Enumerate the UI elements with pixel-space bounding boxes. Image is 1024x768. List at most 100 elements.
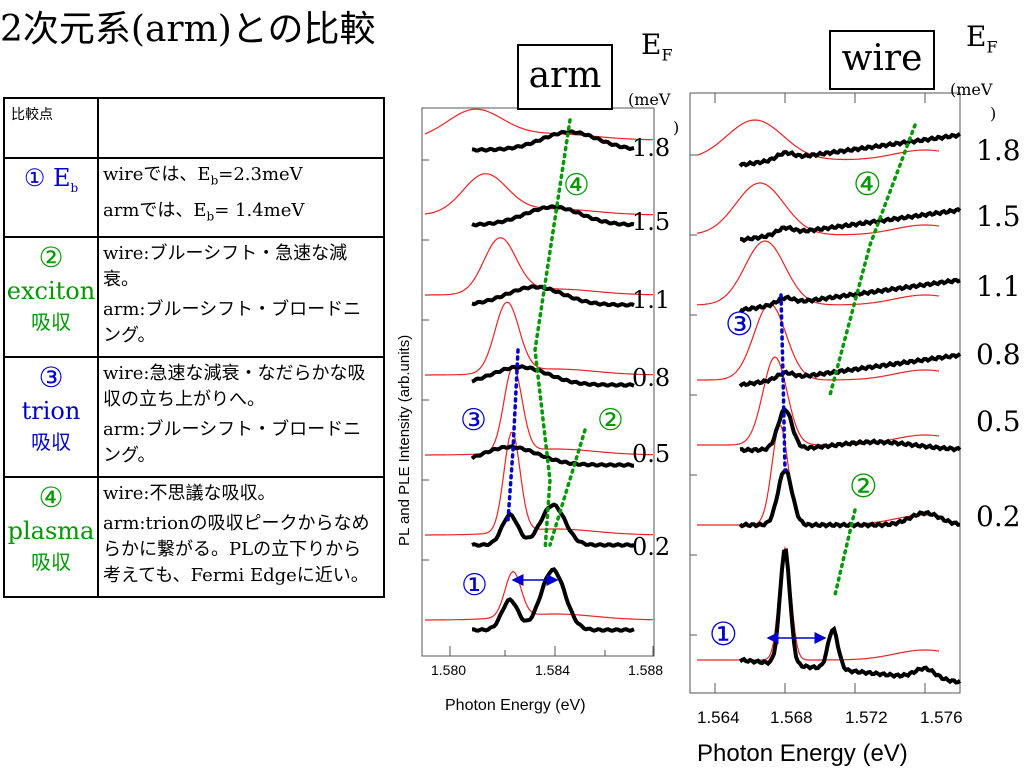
desc-line: armでは、Eb= 1.4meV	[103, 198, 379, 230]
table-row: ② exciton 吸収 wire:ブルーシフト・急速な減衰。 arm:ブルーシ…	[3, 236, 385, 359]
arm-ple-curves	[470, 129, 635, 633]
arm-spectra-figure: 1.580 1.584 1.588 Photon Energy (eV) PL …	[396, 107, 663, 714]
wire-xtick-4: 1.576	[920, 708, 963, 727]
wire-spectra-figure: 1.564 1.568 1.572 1.576 Photon Energy (e…	[689, 92, 963, 767]
row-desc-plasma: wire:不思議な吸収。 arm:trionの吸収ピークからなめらかに繋がる。P…	[97, 476, 385, 599]
desc-line: wire:不思議な吸収。	[103, 483, 276, 505]
row-number: ③	[38, 361, 64, 395]
arm-xtick-3: 1.588	[628, 662, 663, 678]
arm-xlabel: Photon Energy (eV)	[445, 697, 586, 714]
arm-marker-4: ④	[563, 169, 590, 202]
arm-ef-value: 0.8	[632, 364, 671, 392]
arm-ef-value: 1.8	[632, 134, 671, 162]
table-row: ③ trion 吸収 wire:急速な減衰・なだらかな吸収の立ち上がりへ。 ar…	[3, 356, 385, 479]
wire-marker-2: ②	[849, 468, 878, 504]
row-name: exciton	[6, 277, 96, 306]
wire-pl-curve	[696, 240, 940, 306]
row-number: ④	[38, 481, 64, 515]
desc-line: arm:ブルーシフト・ブロードニング。	[103, 419, 362, 467]
arm-pl-curve	[425, 431, 653, 536]
row-absorption: 吸収	[31, 430, 71, 455]
arm-ef-heading: EF	[641, 28, 673, 65]
arm-pl-curve	[425, 570, 653, 621]
arm-ple-curve	[471, 129, 635, 153]
wire-ef-value: 1.5	[976, 200, 1021, 233]
desc-text: =2.3meV	[218, 164, 303, 185]
row-desc-trion: wire:急速な減衰・なだらかな吸収の立ち上がりへ。 arm:ブルーシフト・ブロ…	[97, 356, 385, 479]
arm-marker-1: ①	[461, 569, 488, 602]
arm-guide-4	[533, 118, 572, 552]
row-name: trion	[21, 397, 81, 426]
arm-guide-3	[506, 348, 520, 522]
row-name: plasma	[7, 517, 95, 546]
wire-pl-curve	[697, 546, 940, 661]
wire-guide-3	[779, 293, 787, 472]
row-number: ②	[38, 241, 64, 275]
wire-panel-label: wire	[829, 30, 935, 90]
header-empty-cell	[97, 97, 385, 159]
row-absorption: 吸収	[31, 550, 71, 575]
arm-ef-value: 0.2	[632, 533, 671, 561]
desc-line: wire:ブルーシフト・急速な減衰。	[103, 243, 348, 291]
wire-pl-curves	[696, 119, 940, 661]
arm-pl-curve	[425, 365, 653, 456]
desc-sub: b	[210, 173, 219, 188]
page-title: 2次元系(arm)との比較	[0, 9, 376, 50]
wire-ef-value: 0.8	[976, 338, 1021, 371]
wire-ef-symbol: E	[966, 20, 987, 53]
desc-line: wireでは、Eb=2.3meV	[103, 162, 379, 194]
arm-ylabel: PL and PLE Intensity (arb.units)	[396, 335, 413, 546]
wire-ple-curve	[738, 132, 961, 168]
wire-ef-heading: EF	[966, 20, 998, 57]
wire-plot-frame	[689, 92, 961, 694]
desc-sub: b	[206, 209, 215, 224]
wire-marker-4: ④	[853, 166, 882, 202]
wire-ef-sub: F	[986, 37, 998, 57]
wire-xtick-2: 1.568	[770, 708, 813, 727]
row-name: E	[52, 164, 71, 192]
wire-ple-curve	[739, 405, 962, 454]
wire-pl-curve	[696, 182, 940, 236]
arm-ef-sub: F	[661, 45, 673, 65]
wire-marker-1: ①	[709, 616, 738, 652]
wire-ef-value: 0.5	[976, 405, 1021, 438]
arm-pl-curve	[424, 108, 653, 141]
wire-ef-value: 1.8	[976, 134, 1021, 167]
wire-marker-3: ③	[725, 306, 754, 342]
row-key-eb: ① Eb	[3, 156, 99, 239]
arm-xtick-2: 1.584	[535, 662, 570, 678]
wire-tick-marks	[690, 93, 926, 693]
wire-ef-value: 0.2	[976, 500, 1021, 533]
wire-pl-curve	[697, 356, 940, 446]
row-name-sub: b	[70, 180, 79, 195]
wire-ef-unit: (meV	[950, 80, 993, 99]
wire-ple-curve	[738, 277, 961, 314]
row-absorption: 吸収	[31, 310, 71, 335]
wire-guide-2	[833, 508, 857, 597]
arm-ple-curve	[470, 444, 635, 468]
row-desc-exciton: wire:ブルーシフト・急速な減衰。 arm:ブルーシフト・ブロードニング。	[97, 236, 385, 359]
arm-panel-label: arm	[517, 44, 613, 110]
desc-line: arm:trionの吸収ピークからなめらかに繋がる。PLの立下りから考えても、F…	[103, 513, 370, 587]
row-key-trion: ③ trion 吸収	[3, 356, 99, 479]
arm-ple-curve	[472, 567, 635, 633]
wire-ple-curve	[738, 352, 962, 388]
desc-line: arm:ブルーシフト・ブロードニング。	[103, 299, 362, 347]
comparison-table: 比較点 ① Eb wireでは、Eb=2.3meV armでは、Eb= 1.4m…	[3, 97, 385, 599]
arm-ple-curve	[471, 204, 635, 228]
arm-ef-unit: (meV	[628, 90, 671, 109]
desc-line: wire:急速な減衰・なだらかな吸収の立ち上がりへ。	[103, 363, 366, 411]
arm-ple-curve	[471, 284, 635, 308]
wire-pl-curve	[697, 303, 940, 381]
arm-guide-2	[548, 428, 587, 547]
wire-ple-curves	[738, 132, 962, 685]
desc-text: armでは、E	[103, 199, 207, 221]
wire-ple-curve	[740, 207, 962, 244]
table-row: ④ plasma 吸収 wire:不思議な吸収。 arm:trionの吸収ピーク…	[3, 476, 385, 599]
arm-ef-value: 0.5	[632, 440, 671, 468]
arm-tick-marks	[422, 159, 654, 656]
row-key-exciton: ② exciton 吸収	[3, 236, 99, 359]
wire-ef-unit-close: )	[990, 104, 997, 123]
wire-ple-curve	[739, 548, 962, 685]
table-row: ① Eb wireでは、Eb=2.3meV armでは、Eb= 1.4meV	[3, 156, 385, 239]
